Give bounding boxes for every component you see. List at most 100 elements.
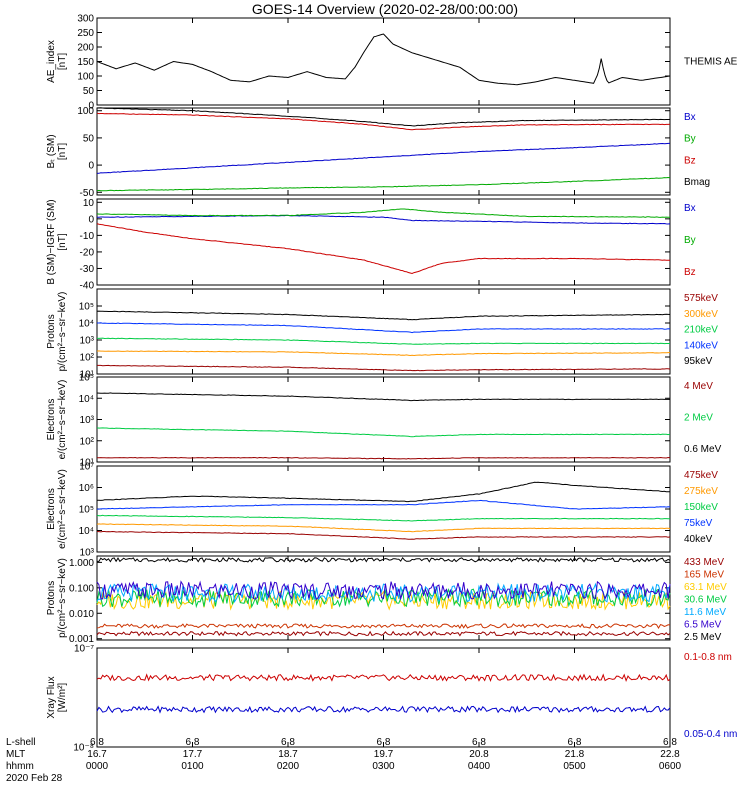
panel-ae: 0 50 100 150 200 250 300 AE_index [nT] THEMIS AE [46,14,738,112]
y-tick-label: 300 [77,14,94,25]
series-line-2-5-mev [97,556,671,563]
y-tick-label: 10³ [80,548,95,559]
legend-label: 75keV [684,518,713,529]
y-tick-label: 10² [80,353,95,364]
x-row-name: MLT [6,749,25,760]
legend-label: THEMIS AE [684,57,738,68]
series-line-75kev [97,499,671,510]
y-tick-label: 10³ [80,336,95,347]
legend-label: 140keV [684,340,718,351]
series-line-themis-ae [96,33,671,86]
panel-protons-hi: 0.001 0.010 0.100 1.000 Protons p/(cm²−s−sr−k… [46,555,727,645]
x-tick-label: 22.8 [660,749,680,760]
panel-bigrf: -40 -30 -20 -10 0 10 B (SM)−IGRF (SM) [nT] Bx By B… [46,198,696,292]
y-tick-label: -30 [80,264,95,275]
panel-xray: 10⁻⁸ 10⁻⁷ Xray Flux [W/m²] 0.1-0.8 nm 0.05-0.… [46,644,737,754]
y-axis-label: [nT] [57,233,68,250]
series-line-4-mev [97,456,671,460]
y-axis-label: [W/m²] [57,683,68,713]
y-tick-label: 0.001 [69,634,94,645]
panel-frame [96,198,671,286]
y-tick-label: 10¹ [80,370,95,381]
y-axis-label: Electrons [46,399,57,441]
y-tick-label: 50 [83,86,95,97]
date-label: 2020 Feb 28 [6,773,63,784]
x-tick-label: 6.8 [377,737,391,748]
y-tick-label: 1.000 [69,558,94,569]
series-line-433-mev [96,630,671,637]
x-row-name: L-shell [6,737,35,748]
legend-label: 0.05-0.4 nm [684,729,737,740]
y-tick-label: 10⁵ [79,302,94,313]
y-axis-label: e/(cm²−s−sr−keV) [57,380,68,460]
x-tick-label: 0300 [372,761,395,772]
y-tick-label: 200 [77,43,94,54]
y-tick-label: 0 [88,101,94,112]
panel-frame [96,376,671,463]
series-line-150kev [96,514,670,522]
y-tick-label: 10² [80,436,95,447]
legend-label: 210keV [684,325,718,336]
x-tick-label: 19.7 [374,749,394,760]
y-tick-label: 10¹ [80,458,95,469]
y-tick-label: 10³ [80,415,95,426]
legend-label: 300keV [684,309,718,320]
panel-protons: 10¹ 10² 10³ 10⁴ 10⁵ Protons p/(cm²−s−sr−keV) 57… [46,288,718,381]
x-tick-label: 6.8 [186,737,200,748]
series-line-165-mev [96,623,671,629]
series-line-0-1-0-8-nm [96,673,671,683]
y-axis-label: Protons [46,581,57,615]
y-tick-label: 0.010 [69,609,94,620]
panel-electrons1: 10¹ 10² 10³ 10⁴ 10⁵ Electrons e/(cm²−s−sr−keV)… [46,373,722,469]
legend-label: Bz [684,155,696,166]
legend-label: Bx [684,112,696,123]
panel-frame [96,17,671,106]
series-line-bx [96,142,670,174]
panel-bsm: -50 0 50 100 Bₜ (SM) [nT] Bx By Bz Bmag [46,106,710,199]
y-tick-label: 10 [83,198,95,209]
series-line-11-6-mev [96,582,671,604]
series-line-0-6-mev [96,392,671,402]
series-line-bz [96,112,671,131]
series-line-by [96,208,671,218]
y-tick-label: 0.100 [69,583,94,594]
y-axis-label: e/(cm²−s−sr−keV) [57,469,68,549]
legend-label: 30.6 MeV [684,595,727,606]
x-tick-label: 0500 [563,761,586,772]
legend-label: Bmag [684,177,710,188]
y-tick-label: 250 [77,28,94,39]
series-line-bmag [97,107,671,127]
legend-label: 433 MeV [684,557,724,568]
legend-label: 4 MeV [684,381,713,392]
legend-label: 0.6 MeV [684,444,722,455]
y-axis-label: p/(cm²−s−sr−keV) [57,292,68,372]
series-line-210kev [96,337,670,345]
legend-label: 11.6 MeV [684,607,726,618]
legend-label: 275keV [684,486,718,497]
legend-label: 6.5 MeV [684,620,722,631]
y-tick-label: -50 [80,188,95,199]
y-axis-label: [nT] [57,143,68,160]
x-tick-label: 0100 [181,761,204,772]
y-tick-label: 10⁴ [79,526,94,537]
y-axis-label: B (SM)−IGRF (SM) [46,199,57,284]
y-axis-label: p/(cm²−s−sr−keV) [57,558,68,638]
legend-label: 0.1-0.8 nm [684,652,732,663]
y-tick-label: 0 [88,161,94,172]
x-tick-label: 6.8 [663,737,677,748]
panel-electrons2: 10³ 10⁴ 10⁵ 10⁶ 10⁷ Electrons e/(cm²−s−sr−keV)… [46,462,718,559]
y-tick-label: 50 [83,133,95,144]
x-tick-label: 17.7 [183,749,203,760]
panel-frame [96,288,671,375]
legend-label: 575keV [684,293,718,304]
y-tick-label: 150 [77,57,94,68]
x-row-name: hhmm [6,761,34,772]
y-tick-label: 0 [88,214,94,225]
legend-label: 63.1 MeV [684,582,727,593]
legend-label: Bx [684,203,696,214]
y-tick-label: 10⁴ [79,394,94,405]
legend-label: By [684,235,696,246]
legend-label: 475keV [684,470,718,481]
